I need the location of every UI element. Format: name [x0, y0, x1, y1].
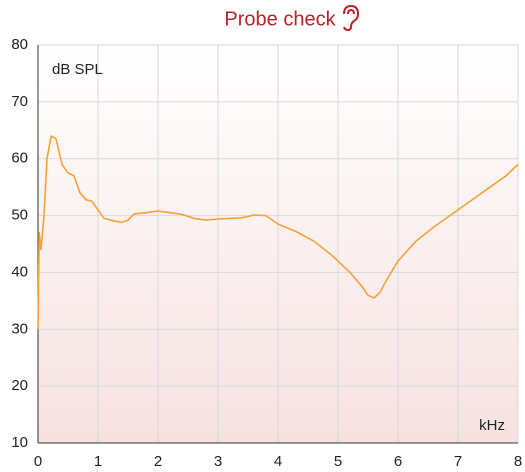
x-tick-label: 5 [334, 453, 342, 470]
ear-icon [343, 4, 360, 32]
y-tick-label: 20 [11, 377, 28, 394]
y-tick-label: 60 [11, 150, 28, 167]
x-tick-label: 7 [454, 453, 462, 470]
y-tick-label: 50 [11, 207, 28, 224]
y-tick-label: 80 [11, 36, 28, 53]
y-tick-label: 30 [11, 320, 28, 337]
x-tick-label: 0 [34, 453, 42, 470]
x-tick-label: 4 [274, 453, 282, 470]
x-tick-label: 2 [154, 453, 162, 470]
y-tick-label: 10 [11, 434, 28, 451]
chart-title: Probe check [224, 8, 336, 30]
x-tick-label: 8 [514, 453, 522, 470]
x-axis-label: kHz [479, 417, 505, 434]
y-axis-label: dB SPL [52, 61, 103, 78]
x-tick-label: 3 [214, 453, 222, 470]
y-tick-label: 70 [11, 93, 28, 110]
data-line [37, 135, 519, 330]
x-tick-label: 1 [94, 453, 102, 470]
y-tick-label: 40 [11, 263, 28, 280]
x-tick-label: 6 [394, 453, 402, 470]
